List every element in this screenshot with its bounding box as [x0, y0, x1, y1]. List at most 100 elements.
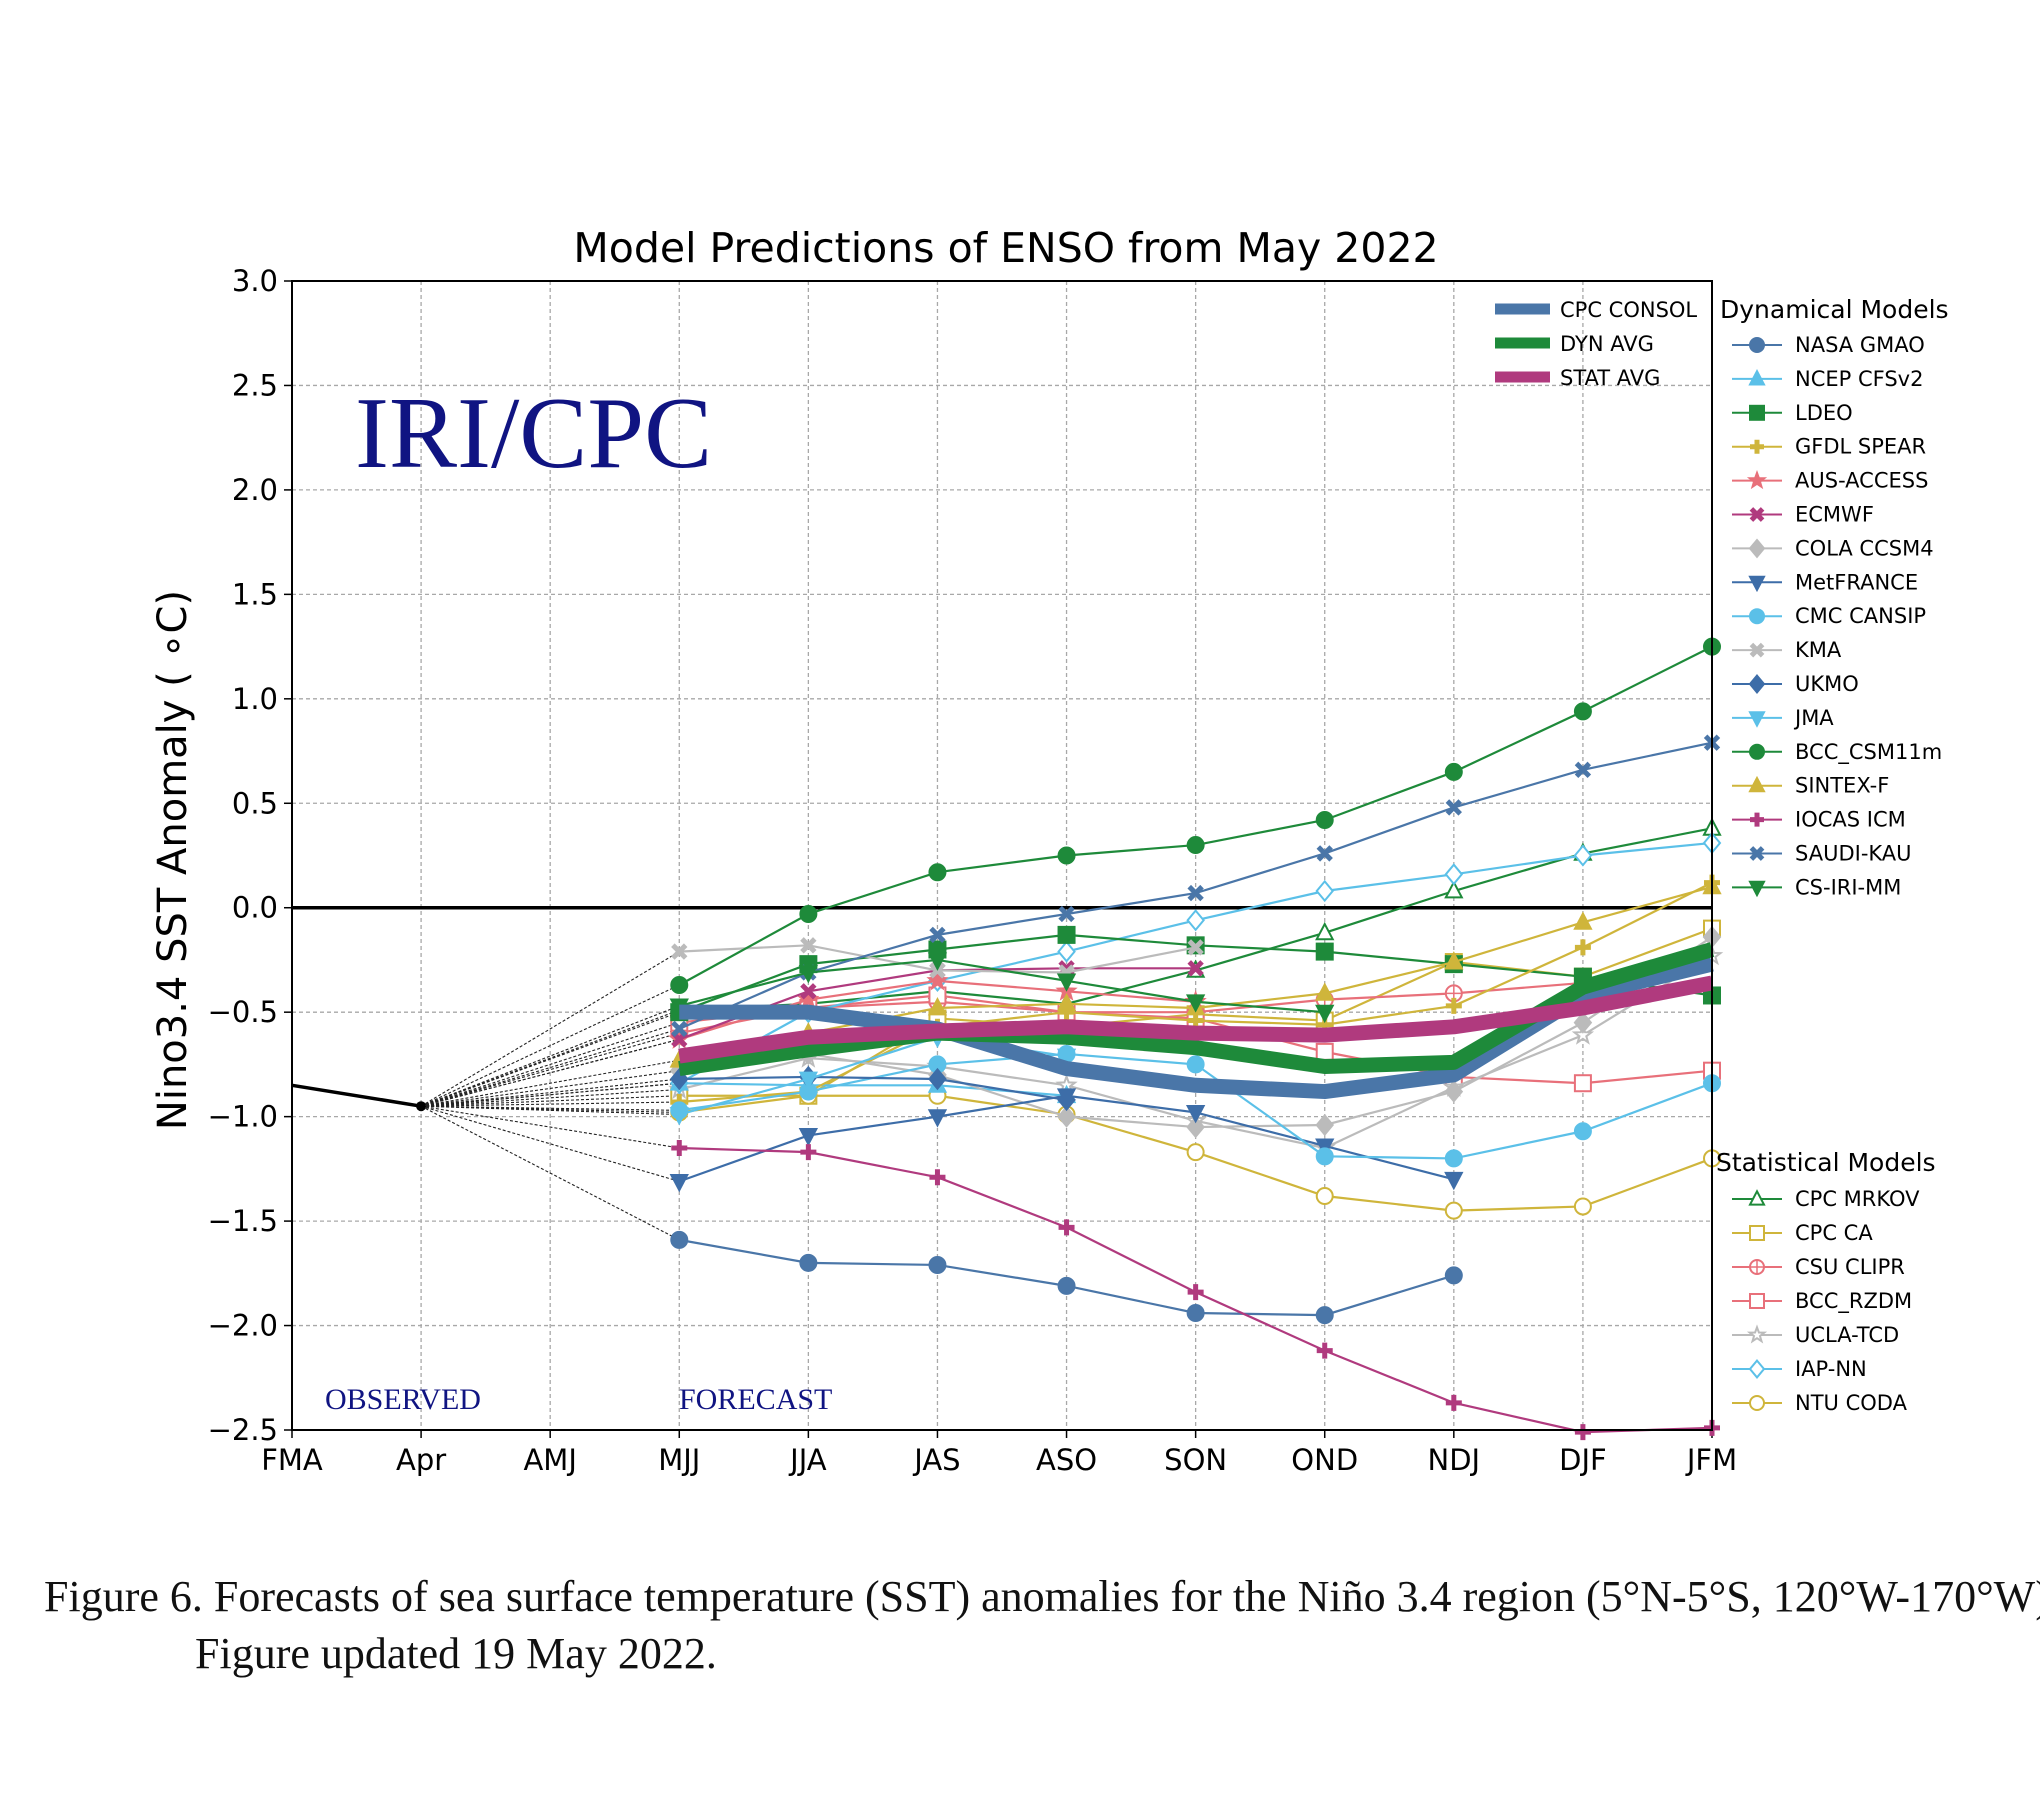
data-point — [1748, 711, 1766, 728]
data-point — [1749, 846, 1765, 861]
x-tick-label: OND — [1291, 1443, 1358, 1477]
data-point — [800, 983, 817, 1000]
observed-point — [416, 1101, 427, 1112]
series-nasa-gmao — [670, 1230, 1463, 1325]
y-tick-label: −2.5 — [208, 1413, 278, 1447]
data-point — [1186, 909, 1205, 932]
legend-label: SAUDI-KAU — [1795, 842, 1912, 866]
legend-label: CSU CLIPR — [1795, 1255, 1905, 1279]
data-point — [1445, 1394, 1462, 1411]
figure-caption: Figure 6. Forecasts of sea surface tempe… — [44, 1572, 2040, 1678]
data-point — [1445, 799, 1462, 816]
data-point — [1573, 1074, 1592, 1093]
data-point — [1057, 1276, 1076, 1295]
data-point-cross — [1750, 1260, 1764, 1274]
data-point — [1186, 1115, 1205, 1139]
legend-label: GFDL SPEAR — [1795, 435, 1926, 459]
legend-label: IOCAS ICM — [1795, 808, 1906, 832]
y-tick-label: 1.5 — [232, 577, 278, 611]
legend-entry-cpc-mrkov: CPC MRKOV — [1732, 1187, 1920, 1211]
data-point — [1187, 939, 1204, 956]
legend-entry-metfrance: MetFRANCE — [1732, 570, 1918, 594]
legend-entry-saudi-kau: SAUDI-KAU — [1732, 842, 1912, 866]
fan-line — [420, 984, 680, 1107]
data-point — [1056, 992, 1077, 1012]
data-point — [928, 863, 947, 882]
data-point — [1057, 846, 1076, 865]
legend-entry-iocas-icm: IOCAS ICM — [1732, 808, 1906, 832]
fan-line — [421, 1095, 680, 1107]
y-tick-label: 2.5 — [232, 368, 278, 402]
fan-line — [420, 1022, 680, 1107]
plot-area — [292, 281, 1712, 1430]
data-point — [1444, 880, 1464, 899]
data-point — [927, 952, 948, 971]
data-point — [670, 976, 689, 995]
data-point — [1444, 762, 1463, 781]
data-point — [1315, 1004, 1335, 1024]
data-point — [1749, 743, 1765, 760]
dynamical-models-title: Dynamical Models — [1720, 295, 1949, 324]
data-point — [1185, 1105, 1206, 1124]
legend-entry-aus-access: AUS-ACCESS — [1732, 469, 1928, 493]
x-tick-label: SON — [1164, 1443, 1227, 1477]
legend-label: BCC_RZDM — [1795, 1289, 1912, 1314]
data-point — [1187, 1284, 1204, 1301]
fan-line — [421, 1105, 680, 1114]
y-tick-label: −1.5 — [208, 1204, 278, 1238]
data-point — [669, 1067, 689, 1091]
legend-label-stat-avg: STAT AVG — [1560, 366, 1660, 390]
legend-label: COLA CCSM4 — [1795, 536, 1934, 560]
data-point — [800, 937, 817, 954]
data-point — [1316, 1342, 1333, 1359]
data-point — [1315, 1042, 1334, 1061]
data-point — [1573, 1122, 1592, 1141]
legend-entry-jma: JMA — [1732, 706, 1834, 730]
data-point — [1748, 674, 1766, 694]
data-point — [1746, 1324, 1768, 1344]
data-point — [1056, 973, 1077, 992]
data-point — [1057, 1088, 1076, 1112]
chart-title: Model Predictions of ENSO from May 2022 — [573, 224, 1438, 272]
data-point — [1444, 951, 1464, 970]
fan-line — [420, 1009, 680, 1107]
legend-label: CS-IRI-MM — [1795, 875, 1901, 899]
legend-entry-ukmo: UKMO — [1732, 672, 1859, 696]
data-point — [1315, 982, 1335, 1001]
data-point — [1316, 845, 1333, 862]
legend-entry-ldeo: LDEO — [1732, 401, 1853, 425]
data-point — [800, 1144, 817, 1161]
x-tick-label: Apr — [396, 1443, 446, 1477]
legend-label: UKMO — [1795, 672, 1859, 696]
fan-line — [421, 1088, 680, 1107]
legend-entry-bcc-csm11m: BCC_CSM11m — [1732, 740, 1942, 765]
data-point — [799, 1253, 818, 1272]
x-tick-label: MJJ — [658, 1443, 700, 1477]
legend-entry-ncep-cfsv2: NCEP CFSv2 — [1732, 367, 1923, 391]
observed-label: OBSERVED — [325, 1383, 481, 1416]
series-cs-iri-mm — [669, 952, 1335, 1024]
data-point — [1057, 1105, 1076, 1128]
data-point — [798, 1071, 819, 1090]
data-point — [928, 1067, 947, 1091]
x-tick-label: JAS — [912, 1443, 960, 1477]
legend-entry-ntu-coda: NTU CODA — [1732, 1391, 1908, 1415]
data-point — [670, 1230, 689, 1249]
legend-entry-nasa-gmao: NASA GMAO — [1732, 333, 1925, 357]
legend-entry-kma: KMA — [1732, 638, 1842, 662]
data-point — [1748, 880, 1766, 898]
x-tick-label: JJA — [788, 1443, 827, 1477]
data-point — [927, 1109, 948, 1128]
data-point — [1315, 1187, 1334, 1206]
y-tick-label: 1.0 — [232, 682, 278, 716]
legend-entry-ucla-tcd: UCLA-TCD — [1732, 1323, 1899, 1347]
data-point — [1574, 1424, 1591, 1441]
series-iocas-icm — [671, 1139, 1720, 1441]
data-point — [1574, 939, 1591, 956]
legend-label: UCLA-TCD — [1795, 1323, 1899, 1347]
data-point — [1056, 1048, 1077, 1067]
series-stat-avg — [678, 975, 1714, 1064]
data-point — [1315, 1147, 1334, 1166]
data-point — [1748, 775, 1766, 793]
